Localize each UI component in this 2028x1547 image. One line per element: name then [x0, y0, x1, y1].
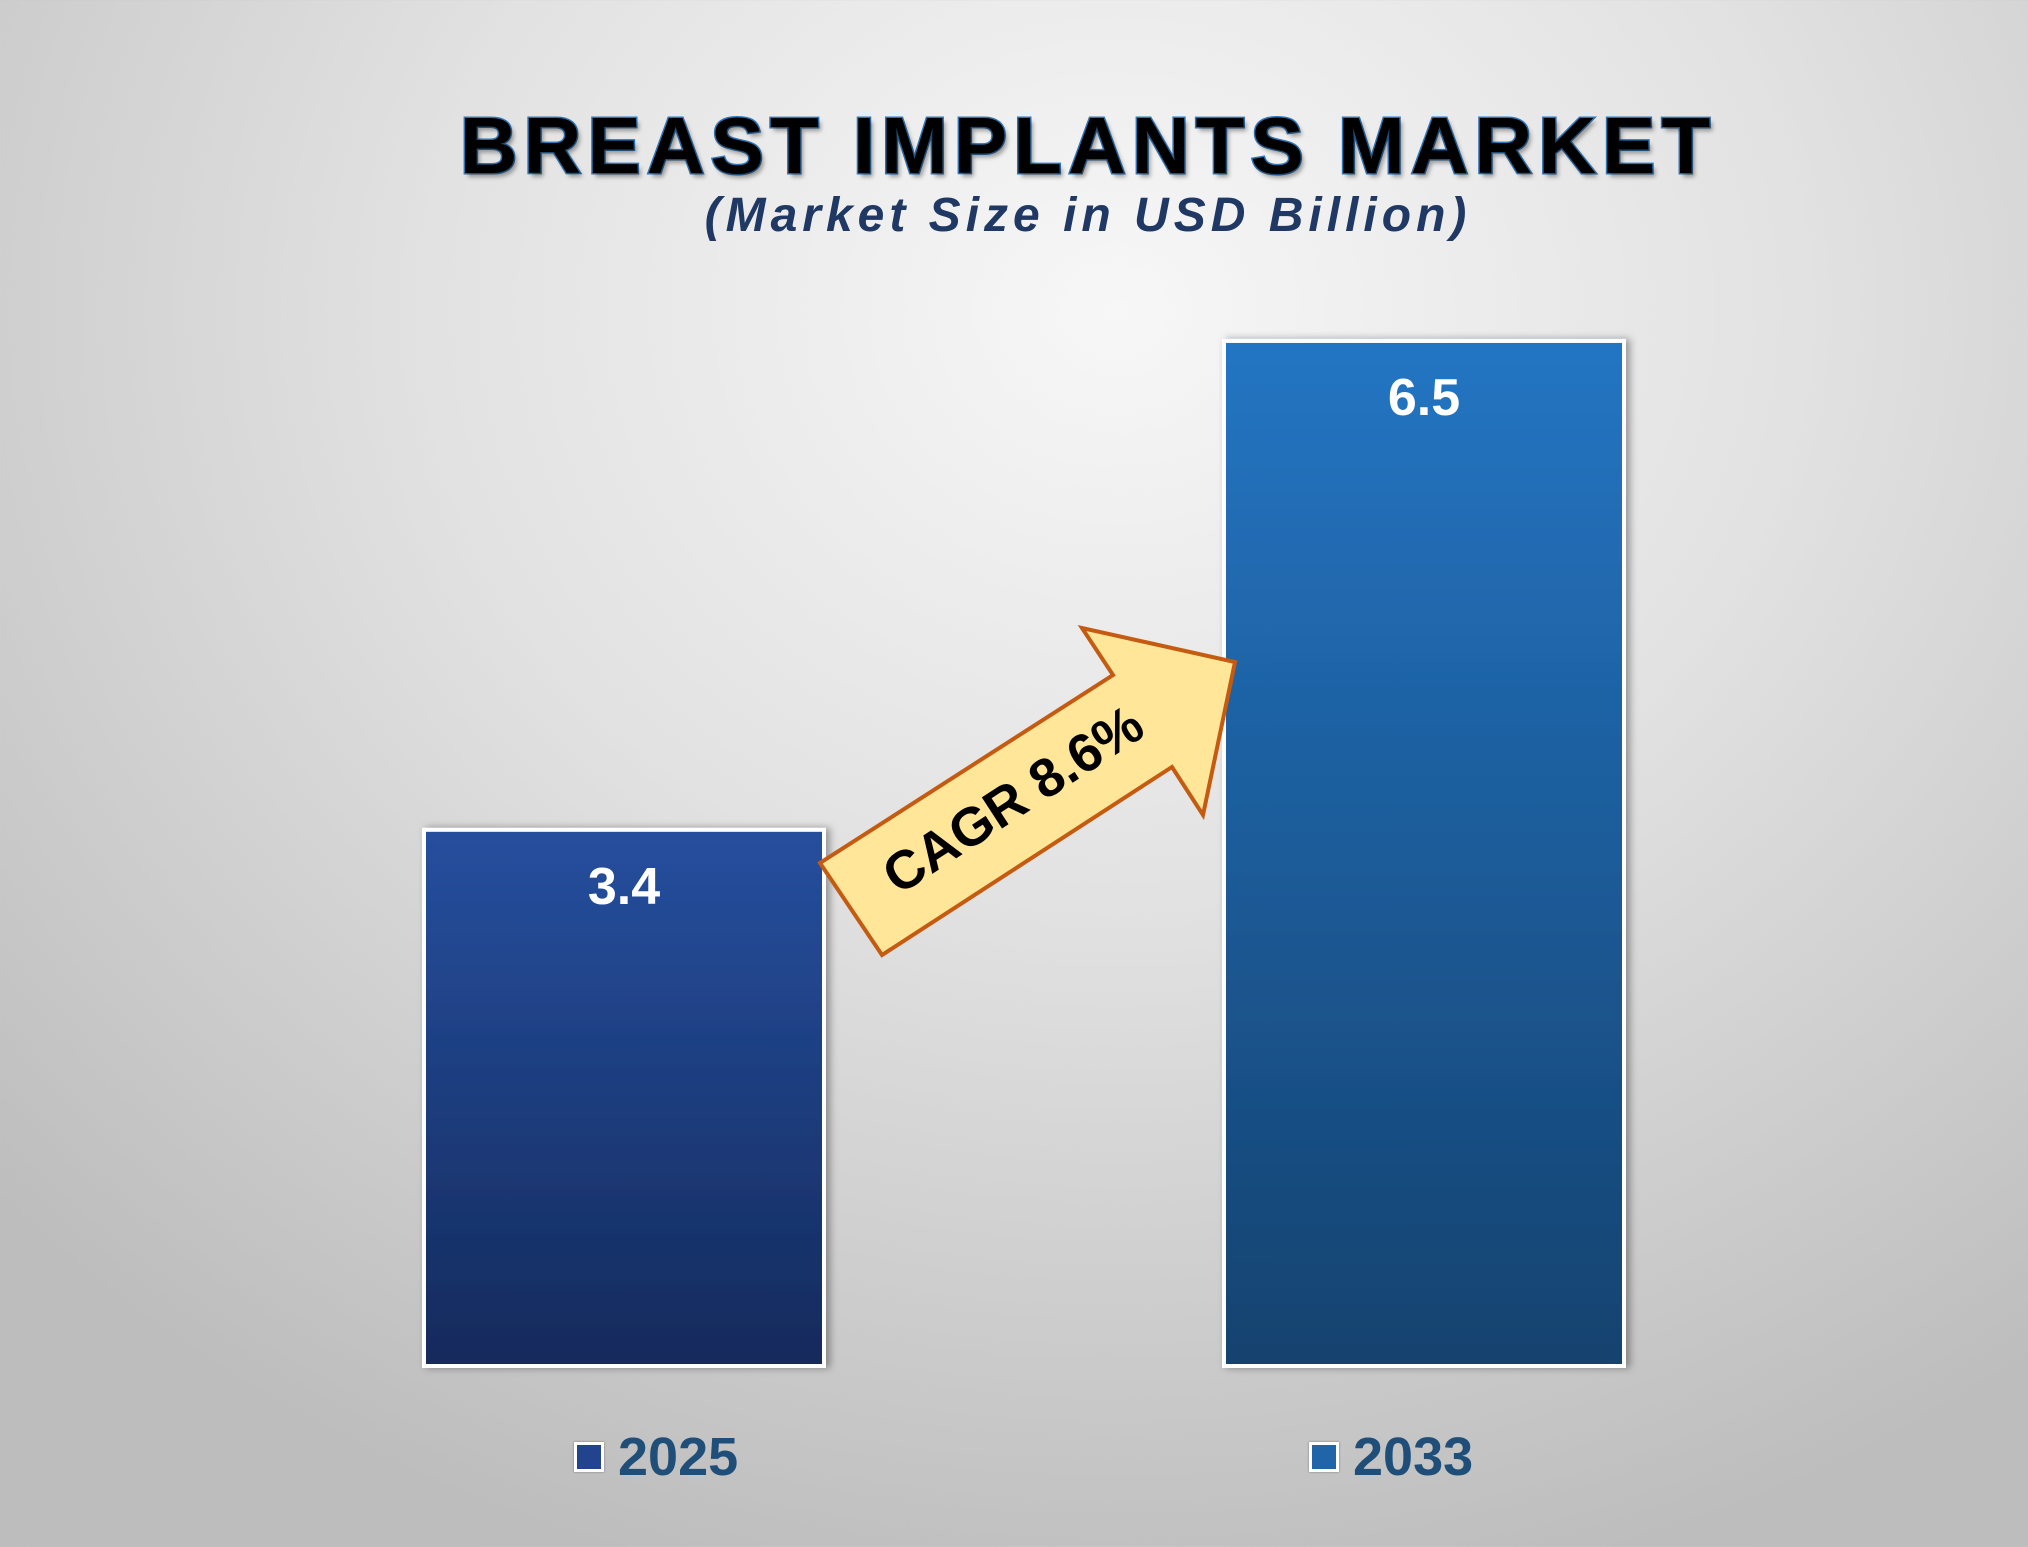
cagr-arrow: CAGR 8.6%	[817, 624, 1238, 958]
chart-subtitle: (Market Size in USD Billion)	[704, 189, 1472, 242]
legend-swatch	[574, 1442, 604, 1472]
legend-swatch	[1309, 1442, 1339, 1472]
legend-label: 2025	[618, 1427, 739, 1487]
data-label-2025: 3.4	[588, 858, 660, 916]
bar-2025	[422, 827, 826, 1368]
data-label-2033: 6.5	[1388, 369, 1460, 427]
legend-label: 2033	[1353, 1427, 1474, 1487]
cagr-arrow-shape	[817, 624, 1238, 958]
legend-item-2033: 2033	[1309, 1426, 1473, 1488]
chart-title: BREAST IMPLANTS MARKET	[458, 100, 1717, 192]
legend-item-2025: 2025	[574, 1426, 738, 1488]
bar-2033	[1222, 338, 1626, 1369]
